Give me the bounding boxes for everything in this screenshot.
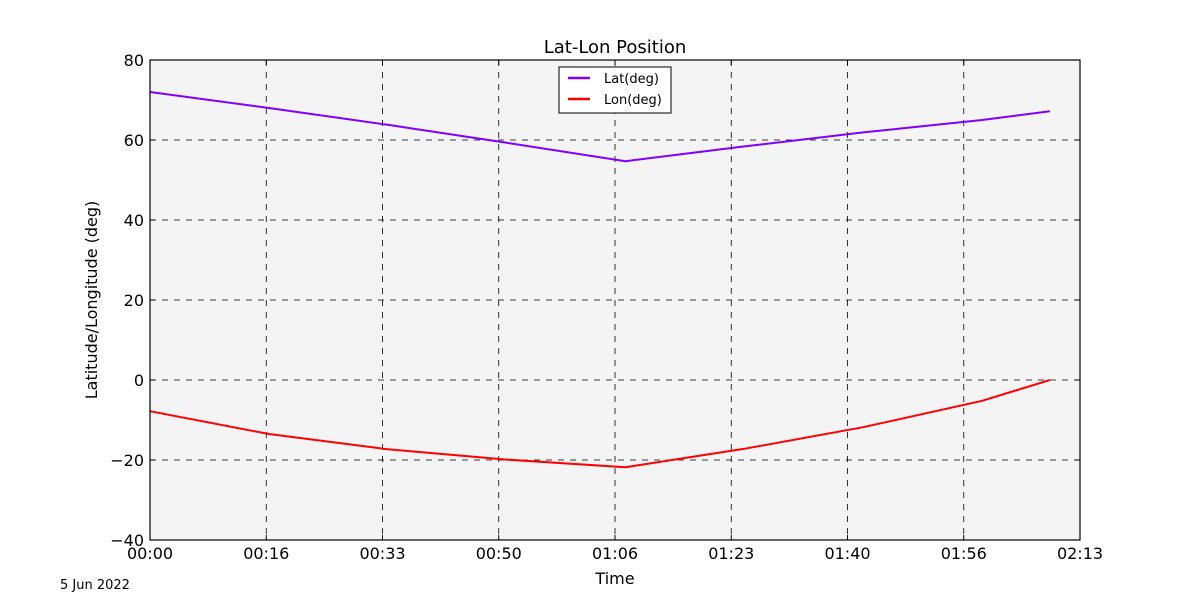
y-tick-label: 80 xyxy=(124,51,144,70)
x-axis-label: Time xyxy=(594,569,634,588)
legend: Lat(deg) Lon(deg) xyxy=(558,66,672,114)
grid-lines xyxy=(150,60,1080,540)
x-axis-ticks: 00:00 00:16 00:33 00:50 01:06 01:23 01:40 01:56… xyxy=(127,60,1103,563)
y-tick-label: 60 xyxy=(124,131,144,150)
y-tick-label: −40 xyxy=(110,531,144,550)
y-tick-label: 40 xyxy=(124,211,144,230)
legend-lon-label: Lon(deg) xyxy=(604,93,662,108)
x-tick-label: 01:40 xyxy=(824,544,870,563)
y-axis-ticks: −40 −20 0 20 40 60 80 xyxy=(110,51,1080,550)
y-tick-label: 0 xyxy=(134,371,144,390)
y-axis-label: Latitude/Longitude (deg) xyxy=(82,201,101,400)
y-tick-label: −20 xyxy=(110,451,144,470)
x-tick-label: 00:16 xyxy=(243,544,289,563)
lat-line xyxy=(149,91,1051,163)
x-tick-label: 00:00 xyxy=(127,544,173,563)
legend-box xyxy=(558,66,672,114)
x-tick-label: 01:56 xyxy=(941,544,987,563)
x-tick-label: 00:50 xyxy=(476,544,522,563)
lon-line xyxy=(149,379,1051,469)
y-tick-label: 20 xyxy=(124,291,144,310)
x-tick-label: 01:06 xyxy=(592,544,638,563)
x-tick-label: 00:33 xyxy=(359,544,405,563)
data-series xyxy=(149,91,1051,469)
x-tick-label: 01:23 xyxy=(708,544,754,563)
date-footnote: 5 Jun 2022 xyxy=(60,578,130,593)
chart-title: Lat-Lon Position xyxy=(544,37,687,58)
x-tick-label: 02:13 xyxy=(1057,544,1103,563)
legend-lat-label: Lat(deg) xyxy=(604,72,659,87)
